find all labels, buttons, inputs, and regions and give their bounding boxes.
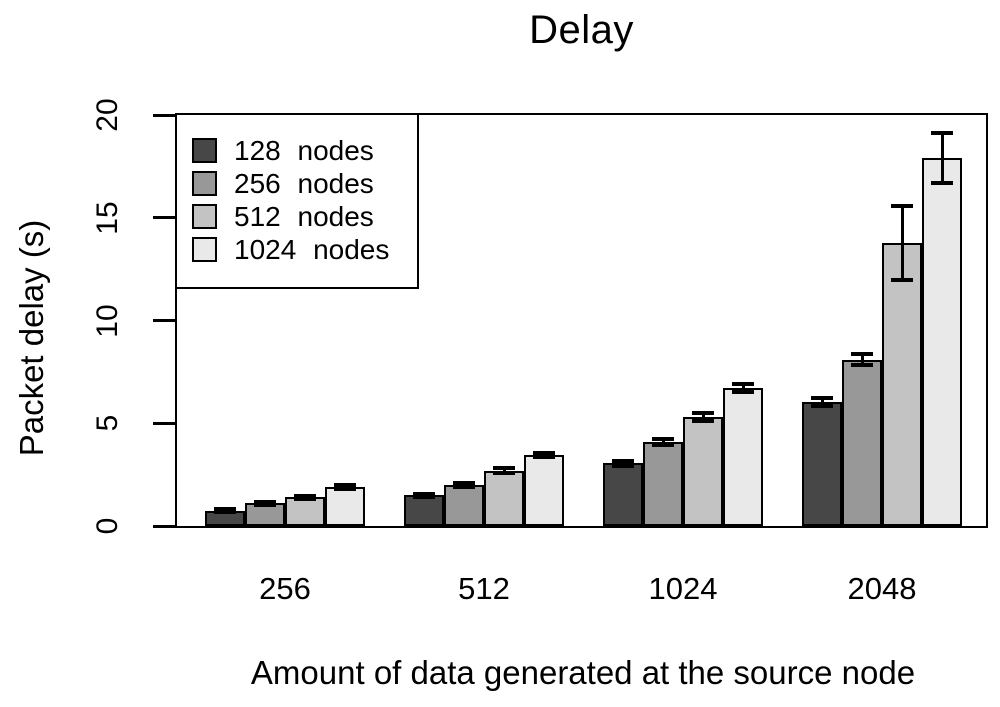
error-bar-cap (851, 362, 873, 367)
error-bar-cap (334, 487, 356, 491)
error-bar-cap (692, 419, 714, 424)
y-tick-label: 15 (91, 201, 124, 235)
error-bar-cap (214, 506, 236, 511)
error-bar-cap (612, 458, 634, 463)
legend-swatch (192, 204, 217, 229)
plot-area: 0 5 10 15 20 128 nodes 256 nodes 512 nodes 1024… (91, 98, 988, 534)
error-bar-line (741, 384, 745, 393)
error-bar-cap (413, 494, 435, 499)
y-tick-label: 0 (91, 517, 124, 535)
error-bar-line (940, 133, 944, 183)
error-bar-cap (334, 482, 356, 487)
error-bar-cap (533, 455, 555, 460)
bar (683, 417, 723, 526)
error-bar-line (900, 206, 904, 281)
y-tick (153, 421, 175, 425)
y-tick (153, 319, 175, 322)
error-bar-line (860, 354, 864, 365)
error-bar-cap (931, 131, 953, 136)
bar (842, 359, 882, 526)
error-bar-cap (931, 180, 953, 185)
error-bar-cap (652, 442, 674, 447)
error-bar-cap (612, 463, 634, 468)
legend-label: 128 nodes (234, 134, 374, 166)
error-bar-cap (214, 510, 236, 515)
bar (643, 441, 683, 526)
error-bar-cap (533, 451, 555, 456)
error-bar-cap (254, 499, 276, 504)
y-tick-label: 10 (91, 303, 124, 338)
legend-row: 1024 nodes (192, 233, 417, 266)
y-tick-label: 20 (91, 98, 124, 132)
bar (922, 158, 962, 526)
bar (484, 470, 524, 526)
legend-row: 512 nodes (192, 200, 417, 233)
error-bar-cap (732, 390, 754, 395)
error-bar-line (542, 453, 546, 458)
error-bar-cap (493, 466, 515, 471)
bar (723, 388, 763, 526)
chart-title: Delay (529, 8, 634, 52)
legend-label: 1024 nodes (234, 233, 390, 265)
error-bar-cap (732, 382, 754, 387)
x-category-label: 1024 (648, 571, 718, 606)
y-tick (153, 216, 175, 220)
bar (524, 455, 564, 526)
bar (444, 484, 484, 526)
bar (603, 463, 643, 526)
legend-label: 256 nodes (234, 167, 374, 199)
error-bar-line (462, 482, 466, 487)
x-category-label: 2048 (847, 571, 917, 606)
error-bar-cap (652, 436, 674, 441)
y-tick (153, 113, 175, 117)
error-bar-line (820, 397, 824, 406)
legend-row: 256 nodes (192, 167, 417, 200)
legend: 128 nodes 256 nodes 512 nodes 1024 nodes (175, 113, 419, 289)
bar (802, 401, 842, 526)
error-bar-cap (294, 496, 316, 501)
error-bar-cap (811, 395, 833, 400)
legend-row: 128 nodes (192, 134, 417, 167)
error-bar-line (343, 484, 347, 489)
error-bar-line (502, 468, 506, 473)
error-bar-cap (493, 470, 515, 475)
error-bar-cap (891, 278, 913, 283)
x-axis-title: Amount of data generated at the source n… (250, 654, 916, 691)
x-category-label: 256 (259, 571, 311, 606)
error-bar-cap (811, 403, 833, 408)
error-bar-cap (294, 493, 316, 498)
error-bar-cap (851, 352, 873, 357)
error-bar-cap (453, 480, 475, 485)
bar (325, 486, 365, 526)
bar (404, 495, 444, 526)
legend-swatch (192, 237, 217, 262)
legend-swatch (192, 138, 217, 163)
error-bar-line (701, 412, 705, 422)
bar (882, 243, 922, 526)
error-bar-cap (453, 484, 475, 489)
error-bar-cap (413, 491, 435, 496)
legend-label: 512 nodes (234, 200, 374, 232)
error-bar-cap (254, 503, 276, 508)
y-axis-title: Packet delay (s) (13, 219, 50, 457)
y-tick-label: 5 (91, 414, 124, 432)
bar (285, 497, 325, 526)
error-bar-line (621, 460, 625, 466)
error-bar-cap (692, 410, 714, 415)
error-bar-line (661, 438, 665, 445)
y-tick (153, 524, 175, 528)
x-category-label: 512 (458, 571, 510, 606)
legend-swatch (192, 171, 217, 196)
error-bar-cap (891, 204, 913, 209)
